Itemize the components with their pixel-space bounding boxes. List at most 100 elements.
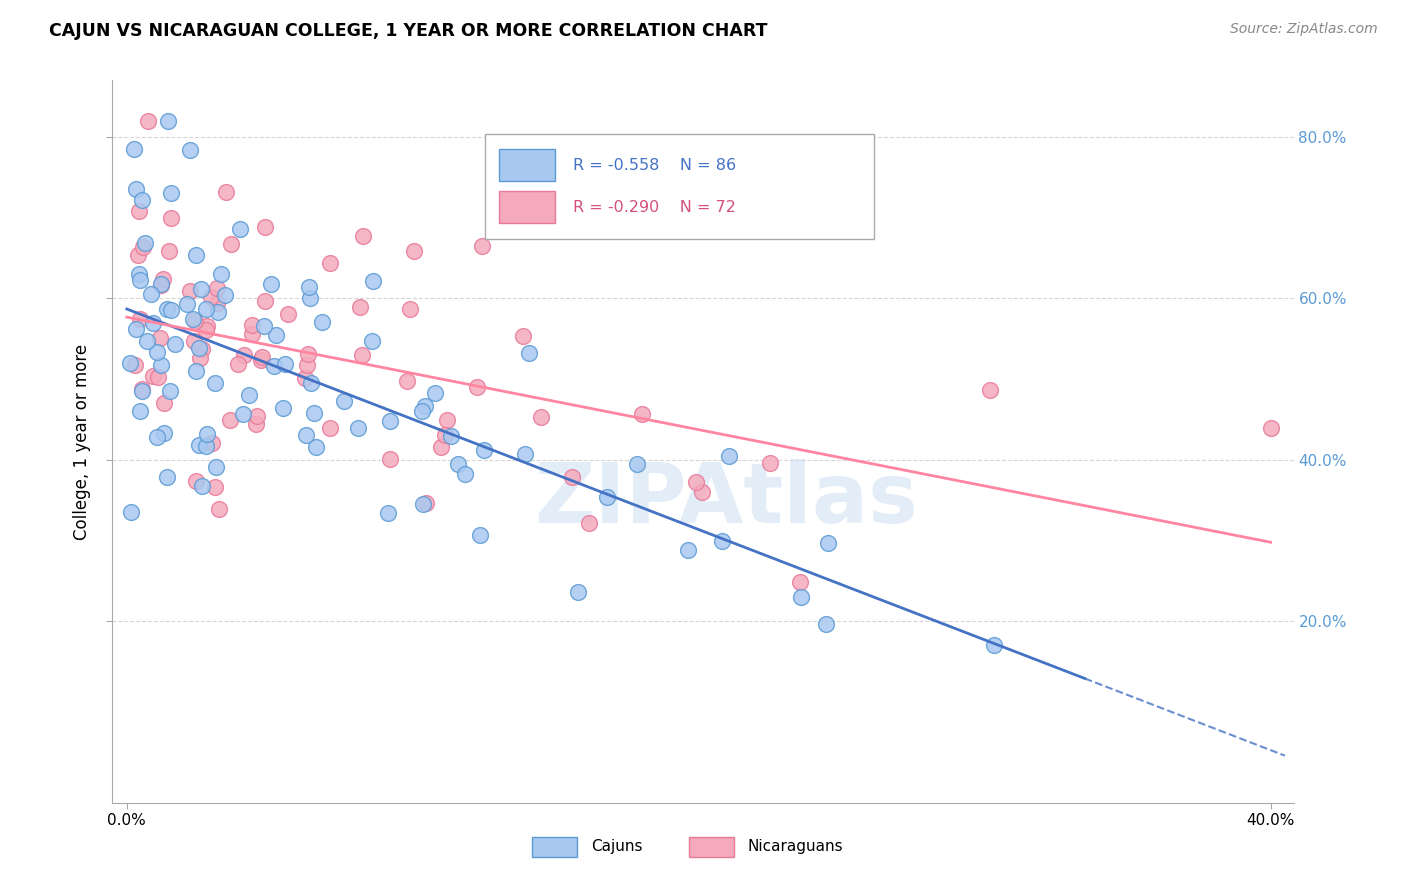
Text: R = -0.558    N = 86: R = -0.558 N = 86	[574, 158, 737, 173]
Point	[423, 386, 446, 401]
Point	[153, 396, 176, 410]
Point	[149, 330, 172, 344]
Text: CAJUN VS NICARAGUAN COLLEGE, 1 YEAR OR MORE CORRELATION CHART: CAJUN VS NICARAGUAN COLLEGE, 1 YEAR OR M…	[49, 22, 768, 40]
Point	[817, 535, 839, 549]
Point	[246, 409, 269, 423]
Point	[160, 186, 183, 200]
Point	[814, 616, 837, 631]
Point	[131, 240, 153, 254]
Point	[319, 256, 342, 270]
Point	[298, 280, 321, 294]
Point	[200, 290, 222, 304]
Point	[229, 222, 252, 236]
Point	[184, 313, 207, 327]
Point	[377, 507, 399, 521]
Point	[380, 414, 402, 428]
Point	[150, 278, 173, 293]
Point	[250, 350, 273, 364]
Point	[398, 301, 420, 316]
Point	[156, 301, 179, 316]
Point	[983, 638, 1005, 652]
FancyBboxPatch shape	[485, 135, 875, 239]
Point	[471, 239, 494, 253]
Point	[188, 351, 211, 365]
Point	[131, 382, 153, 396]
Point	[513, 447, 536, 461]
Point	[179, 143, 201, 157]
Point	[446, 457, 468, 471]
Point	[567, 585, 589, 599]
Point	[194, 322, 217, 336]
Point	[226, 357, 249, 371]
Point	[380, 452, 402, 467]
Point	[194, 302, 217, 317]
Point	[361, 334, 384, 349]
Point	[263, 359, 285, 373]
Point	[207, 305, 229, 319]
Point	[252, 319, 274, 334]
Point	[711, 534, 734, 549]
Point	[205, 296, 228, 310]
Point	[188, 341, 211, 355]
Point	[184, 363, 207, 377]
Text: Cajuns: Cajuns	[591, 839, 643, 855]
Point	[195, 426, 218, 441]
Point	[215, 185, 238, 199]
Point	[412, 497, 434, 511]
Point	[232, 348, 254, 362]
Point	[131, 193, 153, 207]
Point	[129, 312, 152, 326]
Point	[183, 334, 205, 349]
Point	[122, 142, 145, 156]
Point	[305, 441, 328, 455]
Point	[433, 427, 456, 442]
Point	[436, 413, 458, 427]
Point	[295, 358, 318, 372]
Point	[128, 203, 150, 218]
Point	[519, 345, 541, 359]
Point	[690, 484, 713, 499]
Point	[790, 590, 813, 604]
Point	[120, 505, 142, 519]
Point	[311, 315, 333, 329]
Point	[148, 370, 170, 384]
Point	[626, 457, 648, 471]
Point	[240, 318, 263, 332]
Point	[204, 376, 226, 390]
Point	[146, 430, 169, 444]
Point	[979, 383, 1001, 397]
Point	[156, 113, 179, 128]
Point	[440, 429, 463, 443]
Point	[190, 282, 212, 296]
Point	[142, 369, 165, 384]
Point	[142, 316, 165, 330]
Point	[219, 413, 242, 427]
Point	[465, 379, 488, 393]
Point	[118, 356, 141, 370]
Point	[350, 348, 373, 362]
Point	[277, 307, 299, 321]
Point	[352, 228, 374, 243]
Bar	[689, 837, 734, 857]
Point	[245, 417, 267, 432]
Point	[134, 235, 156, 250]
Point	[209, 267, 232, 281]
Point	[561, 470, 583, 484]
Point	[530, 410, 553, 425]
Point	[157, 244, 180, 259]
Point	[349, 300, 371, 314]
Point	[242, 326, 264, 341]
Point	[194, 439, 217, 453]
Point	[188, 438, 211, 452]
Point	[149, 359, 172, 373]
Point	[129, 273, 152, 287]
Point	[512, 329, 534, 343]
Point	[1260, 420, 1282, 434]
Point	[195, 319, 218, 334]
Point	[128, 268, 150, 282]
Point	[181, 312, 204, 326]
Point	[319, 421, 342, 435]
Point	[415, 496, 437, 510]
Point	[273, 401, 295, 416]
Point	[264, 328, 287, 343]
